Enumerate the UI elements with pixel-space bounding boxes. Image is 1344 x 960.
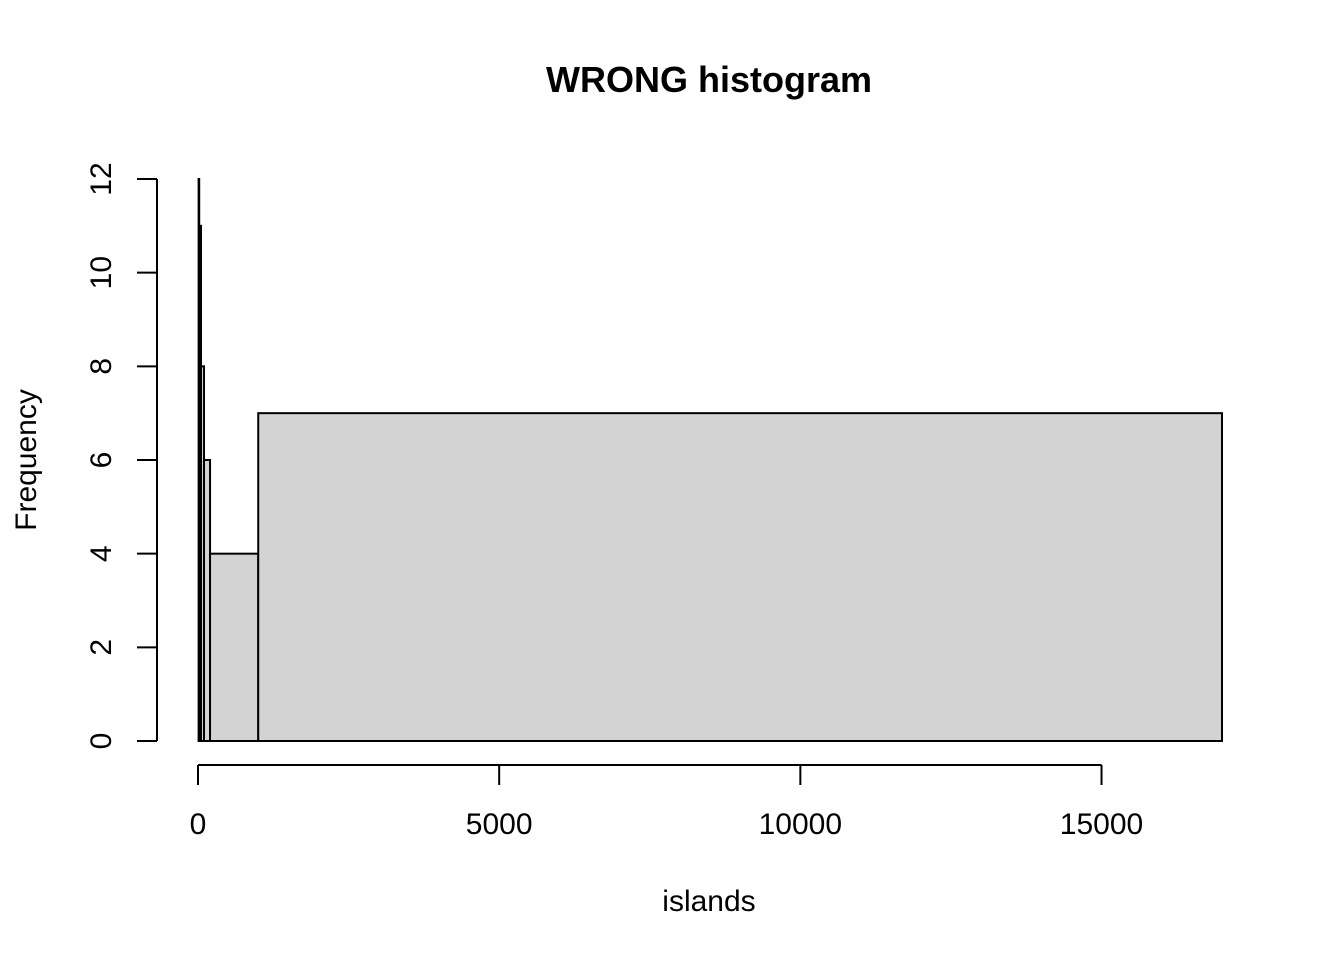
y-tick-label: 8 xyxy=(85,358,118,375)
x-axis: 0 5000 10000 15000 xyxy=(190,764,1143,841)
y-tick-label: 12 xyxy=(85,162,118,195)
chart-title: WRONG histogram xyxy=(546,59,872,100)
x-tick-label: 15000 xyxy=(1060,808,1143,841)
x-tick-label: 5000 xyxy=(466,808,533,841)
x-tick-label: 0 xyxy=(190,808,207,841)
histogram-bar-6 xyxy=(257,412,1223,742)
x-tick-label: 10000 xyxy=(759,808,842,841)
x-axis-label: islands xyxy=(662,885,755,918)
y-axis: 0 2 4 6 8 10 12 xyxy=(85,162,158,750)
y-tick-label: 4 xyxy=(85,545,118,562)
y-axis-label: Frequency xyxy=(10,389,43,531)
histogram-bar-5 xyxy=(209,552,260,743)
y-tick-label: 0 xyxy=(85,733,118,750)
y-tick-label: 10 xyxy=(85,256,118,289)
bars-group xyxy=(197,178,1223,743)
y-tick-label: 6 xyxy=(85,452,118,469)
y-tick-label: 2 xyxy=(85,639,118,656)
